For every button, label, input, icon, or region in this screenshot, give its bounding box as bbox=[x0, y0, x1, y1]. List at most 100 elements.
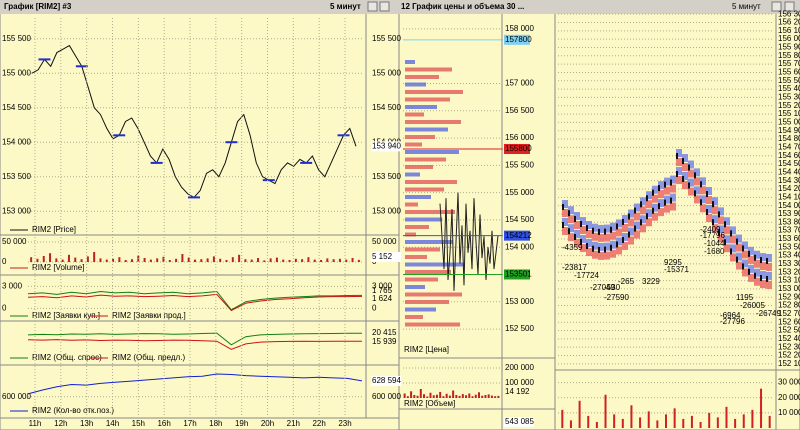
flow-cell bbox=[562, 200, 568, 208]
volume-bar bbox=[301, 259, 304, 262]
profile-bar bbox=[405, 135, 435, 139]
flow-cell bbox=[700, 199, 702, 206]
flow-cell bbox=[616, 223, 618, 230]
flow-cell bbox=[694, 168, 700, 177]
flow-cell bbox=[610, 244, 612, 251]
flow-annotation: 3229 bbox=[642, 277, 660, 286]
y-tick-label: 153 000 bbox=[372, 206, 401, 215]
last-value-label: 1 624 bbox=[372, 294, 393, 303]
flow-cell bbox=[646, 213, 648, 220]
volume-bar bbox=[621, 418, 624, 428]
x-tick-label: 23h bbox=[338, 419, 351, 428]
flow-annotation: -4359 bbox=[562, 243, 583, 252]
flow-cell bbox=[622, 214, 628, 223]
legend-label: RIM2 [Volume] bbox=[32, 263, 84, 272]
flow-cell bbox=[670, 197, 672, 204]
y-tick-label: 154 600 bbox=[778, 151, 800, 160]
flow-cell bbox=[682, 158, 684, 165]
flow-cell bbox=[670, 175, 676, 184]
y-tick-label: 152 200 bbox=[778, 351, 800, 360]
volume-bar bbox=[105, 259, 108, 262]
flow-cell bbox=[742, 263, 744, 270]
y-tick-label: 156 100 bbox=[778, 26, 800, 35]
y-tick-label: 152 600 bbox=[778, 317, 800, 326]
supply-line bbox=[27, 339, 362, 350]
flow-cell bbox=[712, 224, 718, 233]
y-tick-label: 600 000 bbox=[2, 392, 31, 401]
volume-bar bbox=[168, 260, 171, 262]
timeframe: 5 минут bbox=[732, 2, 761, 11]
flow-cell bbox=[586, 243, 588, 250]
profile-bar bbox=[405, 255, 427, 259]
legend-label: RIM2 (Общ. предл.) bbox=[112, 353, 185, 362]
volume-bar bbox=[269, 258, 272, 262]
flow-cell bbox=[598, 224, 604, 233]
flow-cell bbox=[760, 280, 766, 289]
flow-annotation: -1044 bbox=[704, 239, 725, 248]
flow-annotation: -27590 bbox=[604, 293, 629, 302]
y-tick-label: 154 200 bbox=[778, 184, 800, 193]
y-tick-label: 156 000 bbox=[778, 34, 800, 43]
y-tick-label: 153 500 bbox=[372, 172, 401, 181]
flow-cell bbox=[760, 253, 766, 262]
y-tick-label: 50 000 bbox=[372, 237, 397, 246]
volume-bar bbox=[458, 395, 461, 398]
flow-cell bbox=[580, 226, 586, 235]
volume-bar bbox=[474, 394, 477, 398]
volume-bar bbox=[647, 411, 650, 428]
volume-bar bbox=[307, 257, 310, 262]
flow-cell bbox=[646, 191, 652, 200]
flow-cell bbox=[706, 205, 712, 214]
close-button[interactable] bbox=[784, 1, 795, 12]
volume-bar bbox=[282, 259, 285, 262]
volume-bar bbox=[231, 257, 234, 262]
minimize-button[interactable] bbox=[771, 1, 782, 12]
flow-cell bbox=[616, 237, 622, 246]
profile-bar bbox=[405, 165, 433, 169]
volume-bar bbox=[725, 406, 728, 428]
title-bar[interactable] bbox=[0, 0, 399, 14]
flow-annotation: -530 bbox=[604, 283, 621, 292]
y-tick-label: 3 000 bbox=[372, 281, 393, 290]
flow-cell bbox=[640, 224, 646, 233]
flow-cell bbox=[718, 225, 724, 234]
y-tick-label: 155 800 bbox=[778, 51, 800, 60]
profile-bar bbox=[405, 322, 460, 327]
close-button[interactable] bbox=[379, 1, 390, 12]
flow-cell bbox=[628, 227, 634, 236]
y-tick-label: 154 900 bbox=[778, 126, 800, 135]
volume-bar bbox=[613, 414, 616, 428]
volume-bar bbox=[345, 259, 348, 262]
profile-bar bbox=[405, 217, 442, 222]
volume-bar bbox=[630, 405, 633, 428]
volume-bar bbox=[494, 396, 497, 398]
y-tick-label: 155 000 bbox=[372, 68, 401, 77]
flow-cell bbox=[706, 196, 712, 205]
volume-bar bbox=[465, 395, 468, 398]
flow-cell bbox=[706, 214, 712, 223]
flow-cell bbox=[580, 239, 582, 246]
y-tick-label: 153 200 bbox=[778, 267, 800, 276]
flow-annotation: -27796 bbox=[720, 317, 745, 326]
y-tick-label: 155 500 bbox=[2, 34, 31, 43]
flow-cell bbox=[604, 228, 606, 235]
profile-bar bbox=[405, 247, 440, 252]
profile-bar bbox=[405, 97, 450, 102]
title-bar[interactable] bbox=[399, 0, 555, 14]
volume-bar bbox=[175, 258, 178, 262]
volume-bar bbox=[751, 409, 754, 428]
flow-cell bbox=[694, 186, 700, 195]
flow-cell bbox=[604, 246, 606, 253]
y-tick-label: 30 000 bbox=[778, 378, 800, 387]
volume-bar bbox=[484, 395, 487, 398]
last-value-label: 20 415 bbox=[372, 328, 397, 337]
flow-cell bbox=[724, 244, 730, 253]
flow-cell bbox=[688, 169, 694, 178]
volume-bar bbox=[55, 258, 58, 262]
flow-cell bbox=[604, 251, 610, 260]
flow-cell bbox=[682, 172, 688, 181]
title-bar[interactable] bbox=[555, 0, 800, 14]
flow-cell bbox=[586, 225, 588, 232]
x-tick-label: 20h bbox=[261, 419, 274, 428]
minimize-button[interactable] bbox=[367, 1, 378, 12]
